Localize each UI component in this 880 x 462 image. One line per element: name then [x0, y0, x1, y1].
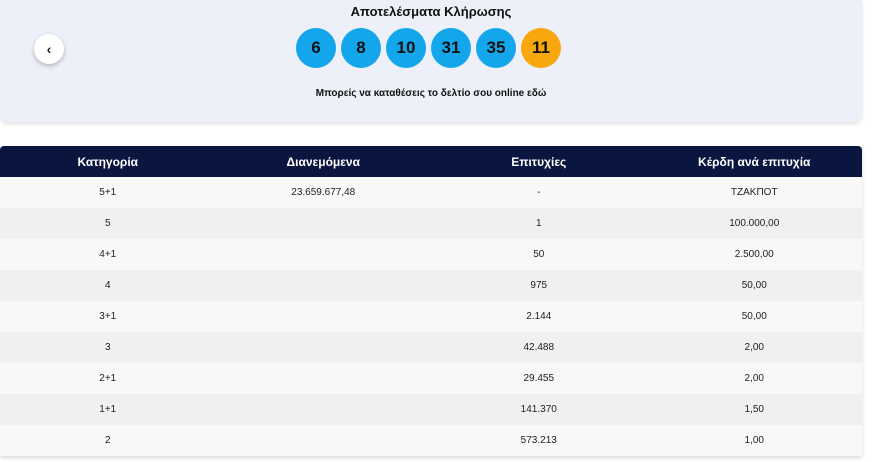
ball: 31 [431, 28, 471, 68]
table-row: 5 1 100.000,00 [0, 208, 862, 239]
table-cell: 100.000,00 [729, 218, 780, 229]
table-cell: 4 [104, 280, 111, 291]
column-header: Κέρδη ανά επιτυχία [698, 154, 811, 169]
table-row: 2 573.213 1,00 [0, 425, 862, 456]
table-cell: 2,00 [744, 342, 764, 353]
table-cell: 2.500,00 [734, 249, 774, 260]
table-cell: 3+1 [99, 311, 117, 322]
ball: 11 [521, 28, 561, 68]
table-row: 4 975 50,00 [0, 270, 862, 301]
table-cell: 975 [530, 280, 548, 291]
ball: 35 [476, 28, 516, 68]
table-cell: 2 [104, 435, 111, 446]
column-header: Επιτυχίες [511, 154, 567, 169]
table-cell: 50 [533, 249, 545, 260]
table-row: 2+1 29.455 2,00 [0, 363, 862, 394]
table-row: 1+1 141.370 1,50 [0, 394, 862, 425]
table-cell: 1,00 [744, 435, 764, 446]
table-cell: 5 [104, 218, 111, 229]
table-cell: 2+1 [99, 373, 117, 384]
table-cell: 2.144 [526, 311, 552, 322]
table-cell: 50,00 [741, 280, 767, 291]
column-header: Διανεμόμενα [286, 154, 360, 169]
table-cell: 2,00 [744, 373, 764, 384]
table-cell: 23.659.677,48 [291, 187, 356, 198]
table-cell: - [537, 187, 541, 198]
table-cell: 4+1 [99, 249, 117, 260]
balls: 6 8 10 31 35 11 [296, 28, 561, 68]
column-header: Κατηγορία [77, 154, 139, 169]
online-link[interactable]: Μπορείς να καταθέσεις το δελτίο σου onli… [315, 88, 547, 99]
table-row: 3+1 2.144 50,00 [0, 301, 862, 332]
table-row: 5+1 23.659.677,48 - ΤΖΑΚΠΟΤ [0, 177, 862, 208]
ball: 10 [386, 28, 426, 68]
table-row: 3 42.488 2,00 [0, 332, 862, 363]
table-row: 4+1 50 2.500,00 [0, 239, 862, 270]
results-table: Κατηγορία Διανεμόμενα Επιτυχίες Κέρδη ανά ε… [0, 146, 862, 456]
table-cell: 1+1 [99, 404, 117, 415]
table-cell: 141.370 [520, 404, 557, 415]
table-cell: 573.213 [520, 435, 557, 446]
ball: 6 [296, 28, 336, 68]
ball: 8 [341, 28, 381, 68]
table-cell: 29.455 [523, 373, 555, 384]
table-cell: 1 [535, 218, 542, 229]
back-button[interactable]: ‹ [34, 34, 64, 64]
results-panel: ‹ Αποτελέσματα Κλήρωσης 6 8 10 31 35 11 Μπορε… [0, 0, 862, 122]
table-cell: 5+1 [99, 187, 117, 198]
table-cell: 50,00 [741, 311, 767, 322]
title: Αποτελέσματα Κλήρωσης [350, 4, 512, 19]
table-cell: 42.488 [523, 342, 555, 353]
table-cell: 1,50 [744, 404, 764, 415]
table-cell: ΤΖΑΚΠΟΤ [730, 187, 778, 198]
table-cell: 3 [104, 342, 111, 353]
table-header: Κατηγορία Διανεμόμενα Επιτυχίες Κέρδη ανά ε… [0, 146, 862, 177]
